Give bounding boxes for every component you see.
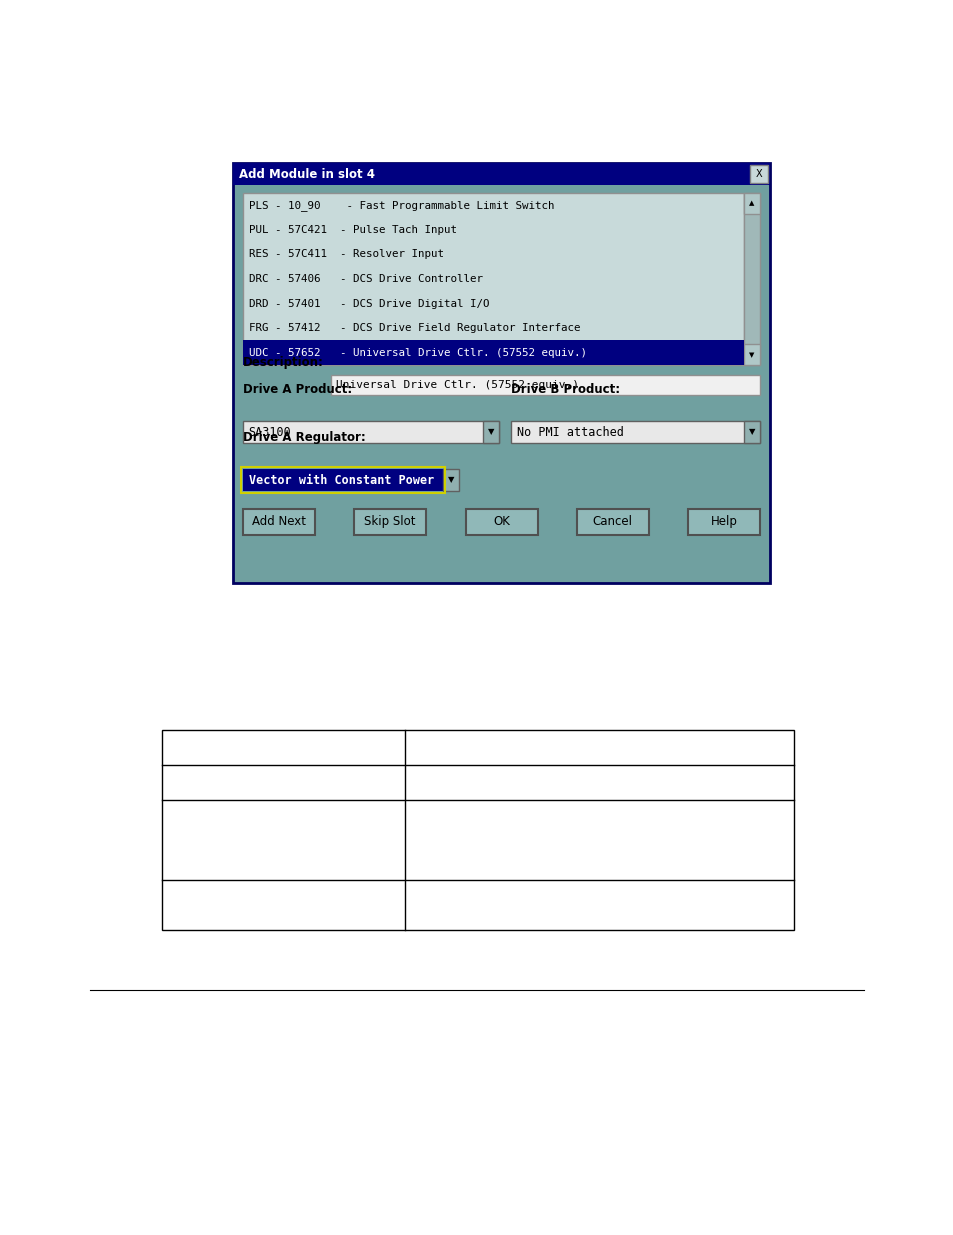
- Text: Drive B Product:: Drive B Product:: [511, 383, 619, 396]
- FancyBboxPatch shape: [354, 509, 426, 535]
- Text: Skip Slot: Skip Slot: [364, 515, 416, 529]
- FancyBboxPatch shape: [233, 163, 769, 185]
- FancyBboxPatch shape: [331, 375, 760, 395]
- Text: RES - 57C411  - Resolver Input: RES - 57C411 - Resolver Input: [249, 249, 443, 259]
- Text: ▼: ▼: [487, 427, 494, 436]
- Text: OK: OK: [493, 515, 510, 529]
- Text: X: X: [755, 169, 761, 179]
- FancyBboxPatch shape: [243, 421, 498, 443]
- Text: PLS - 10_90    - Fast Programmable Limit Switch: PLS - 10_90 - Fast Programmable Limit Sw…: [249, 200, 554, 211]
- FancyBboxPatch shape: [465, 509, 537, 535]
- Text: ▼: ▼: [748, 427, 755, 436]
- FancyBboxPatch shape: [743, 421, 760, 443]
- FancyBboxPatch shape: [442, 469, 458, 492]
- Text: Add Next: Add Next: [252, 515, 306, 529]
- FancyBboxPatch shape: [243, 193, 743, 366]
- FancyBboxPatch shape: [743, 345, 760, 366]
- FancyBboxPatch shape: [233, 163, 769, 583]
- Text: Universal Drive Ctlr. (57552 equiv.): Universal Drive Ctlr. (57552 equiv.): [335, 380, 578, 390]
- Text: No PMI attached: No PMI attached: [517, 426, 623, 438]
- Text: Cancel: Cancel: [592, 515, 632, 529]
- FancyBboxPatch shape: [482, 421, 498, 443]
- Text: ▼: ▼: [447, 475, 454, 484]
- Text: Drive A Product:: Drive A Product:: [243, 383, 352, 396]
- FancyBboxPatch shape: [749, 165, 767, 183]
- Text: SA3100: SA3100: [249, 426, 292, 438]
- Text: Drive A Regulator:: Drive A Regulator:: [243, 431, 365, 443]
- Text: ▼: ▼: [748, 352, 754, 358]
- FancyBboxPatch shape: [243, 341, 743, 366]
- Text: UDC - 57652   - Universal Drive Ctlr. (57552 equiv.): UDC - 57652 - Universal Drive Ctlr. (575…: [249, 348, 586, 358]
- Text: DRC - 57406   - DCS Drive Controller: DRC - 57406 - DCS Drive Controller: [249, 274, 482, 284]
- Text: Help: Help: [710, 515, 737, 529]
- FancyBboxPatch shape: [511, 421, 760, 443]
- FancyBboxPatch shape: [577, 509, 648, 535]
- Text: DRD - 57401   - DCS Drive Digital I/O: DRD - 57401 - DCS Drive Digital I/O: [249, 299, 489, 309]
- FancyBboxPatch shape: [162, 730, 793, 930]
- FancyBboxPatch shape: [687, 509, 760, 535]
- Text: Vector with Constant Power: Vector with Constant Power: [249, 473, 434, 487]
- Text: Description:: Description:: [243, 356, 323, 369]
- FancyBboxPatch shape: [743, 193, 760, 366]
- Text: Add Module in slot 4: Add Module in slot 4: [238, 168, 375, 180]
- Text: PUL - 57C421  - Pulse Tach Input: PUL - 57C421 - Pulse Tach Input: [249, 225, 456, 235]
- Text: ▲: ▲: [748, 200, 754, 206]
- Text: FRG - 57412   - DCS Drive Field Regulator Interface: FRG - 57412 - DCS Drive Field Regulator …: [249, 324, 579, 333]
- FancyBboxPatch shape: [243, 509, 314, 535]
- FancyBboxPatch shape: [743, 193, 760, 214]
- FancyBboxPatch shape: [243, 469, 442, 492]
